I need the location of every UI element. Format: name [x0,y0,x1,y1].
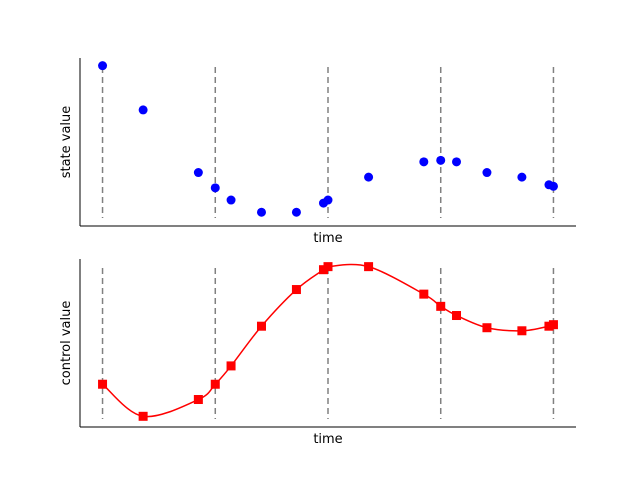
data-point [323,195,333,205]
data-point-square [98,379,108,389]
data-point-square [291,285,301,295]
data-point-square [482,323,492,333]
data-point-square [544,321,554,331]
x-axis-label: time [313,432,342,447]
data-point [517,172,527,182]
data-point [138,105,148,115]
data-point-square [436,301,446,311]
data-point-square [364,262,374,272]
data-point [98,61,108,71]
data-point [210,183,220,193]
data-point-square [452,311,462,321]
y-axis-label: state value [59,106,74,179]
data-point [419,157,429,167]
data-point-square [318,265,328,275]
data-point-square [548,320,558,330]
y-axis-label: control value [59,301,74,386]
data-point [364,172,374,182]
state-panel: time state value [59,58,576,246]
data-point-square [419,289,429,299]
data-point-square [193,395,203,405]
data-point-square [210,379,220,389]
data-point [291,207,301,217]
data-point-square [226,361,236,371]
x-axis-label: time [313,231,342,246]
control-panel: time control value [59,259,576,447]
data-point-square [256,321,266,331]
data-point [256,207,266,217]
data-point-square [517,326,527,336]
data-point [193,168,203,178]
data-point [548,181,558,191]
data-point-square [138,411,148,421]
data-point-square [323,262,333,272]
data-point [482,168,492,178]
data-point [226,195,236,205]
data-point [436,155,446,165]
data-point [452,157,462,167]
